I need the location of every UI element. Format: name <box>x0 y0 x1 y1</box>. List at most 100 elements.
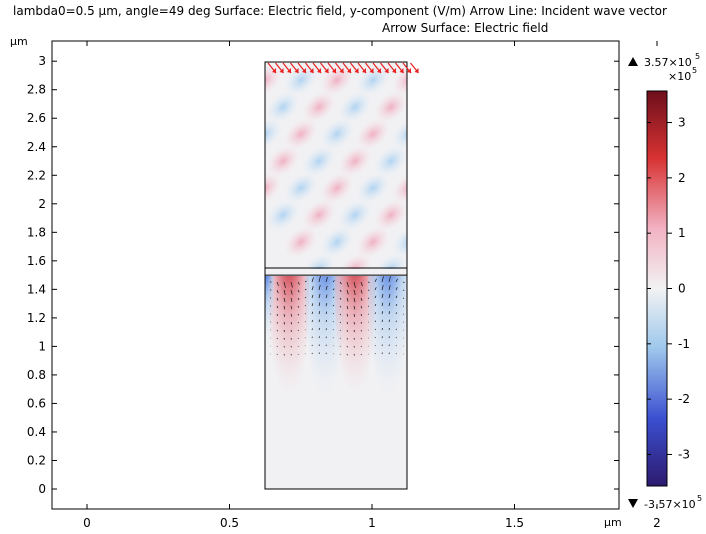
field-arrow <box>346 289 349 295</box>
field-blob-positive <box>440 85 486 129</box>
field-blob-positive <box>374 91 407 123</box>
field-arrow <box>318 319 320 323</box>
colorbar-tick-label: 3 <box>678 116 686 130</box>
field-arrow <box>395 320 397 323</box>
field-blob-negative <box>404 85 450 129</box>
field-blob-positive <box>404 139 450 183</box>
field-blob-positive <box>374 199 407 231</box>
field-arrow <box>332 296 335 299</box>
field-arrow <box>283 321 285 325</box>
colorbar-tick-label: 2 <box>678 171 686 185</box>
field-blob-positive <box>284 118 318 150</box>
incident-arrowhead-icon <box>369 68 374 73</box>
field-arrow <box>297 329 299 332</box>
field-blob-negative <box>338 199 372 231</box>
field-arrow <box>353 281 356 289</box>
field-arrow <box>388 327 390 331</box>
field-arrow <box>332 288 335 291</box>
field-arrow <box>311 320 313 323</box>
field-blob-positive <box>266 145 300 177</box>
field-lobe-negative <box>368 276 407 400</box>
field-arrow <box>381 311 384 315</box>
field-arrow <box>388 285 391 291</box>
field-arrow <box>283 329 285 333</box>
field-arrow <box>276 329 278 332</box>
field-arrow <box>339 297 342 300</box>
field-blob-negative <box>206 58 252 102</box>
field-arrow <box>311 286 314 291</box>
field-blob-positive <box>302 91 336 123</box>
field-arrow <box>353 297 356 303</box>
field-blob-negative <box>302 145 336 177</box>
field-arrow <box>360 329 362 332</box>
field-arrow <box>290 329 292 332</box>
field-blob-negative <box>458 220 504 264</box>
field-blob-negative <box>530 220 576 264</box>
field-arrow <box>388 293 391 299</box>
field-arrow <box>346 297 349 302</box>
field-blob-negative <box>422 58 468 102</box>
field-blob-positive <box>265 172 282 204</box>
field-arrow <box>395 278 398 283</box>
field-arrow <box>283 313 286 317</box>
field-arrow <box>290 297 293 302</box>
field-arrow <box>325 319 327 323</box>
field-arrow <box>318 276 321 283</box>
field-blob-positive <box>476 247 522 291</box>
field-arrow <box>283 289 286 295</box>
field-blob-negative <box>422 166 468 210</box>
field-arrow <box>276 305 279 309</box>
field-blob-negative <box>188 85 234 129</box>
field-arrow <box>290 321 292 325</box>
field-arrow <box>283 297 286 303</box>
max-marker-icon <box>628 57 638 66</box>
field-arrow <box>346 305 349 310</box>
y-tick-label: 0.8 <box>27 368 46 382</box>
y-tick-label: 2.8 <box>27 83 46 97</box>
field-arrow <box>402 281 405 283</box>
field-arrow <box>297 313 300 316</box>
field-arrow <box>395 328 397 331</box>
field-arrow <box>283 305 286 310</box>
field-arrow <box>297 289 300 293</box>
field-arrow <box>353 305 356 310</box>
colorbar-ticks: 3 2 1 0 -1 -2 -3 <box>647 116 690 461</box>
field-arrow <box>304 305 307 307</box>
field-blob-negative <box>265 118 282 150</box>
field-blob-positive <box>206 112 252 156</box>
field-arrow <box>325 303 328 307</box>
field-arrow <box>332 329 334 331</box>
field-arrow <box>325 328 327 331</box>
field-arrow <box>360 313 363 317</box>
field-arrow <box>332 321 334 323</box>
field-arrow <box>381 276 384 283</box>
field-arrow <box>339 321 341 324</box>
field-arrow <box>276 289 279 294</box>
field-arrow <box>374 312 377 315</box>
field-arrow <box>374 287 377 291</box>
incident-arrowhead-icon <box>294 68 299 73</box>
field-arrow <box>339 305 342 308</box>
y-tick-label: 1.8 <box>27 225 46 239</box>
field-blob-positive <box>356 226 390 258</box>
field-blob-negative <box>476 193 522 237</box>
field-blob-positive <box>392 172 407 204</box>
y-tick-label: 1.4 <box>27 282 46 296</box>
field-lobe-positive <box>269 276 309 400</box>
y-tick-label: 0.4 <box>27 425 46 439</box>
field-arrow <box>367 281 370 283</box>
incident-arrowhead-icon <box>384 68 389 73</box>
field-blob-negative <box>440 247 486 291</box>
field-blob-positive <box>440 193 486 237</box>
field-arrow <box>353 329 355 333</box>
field-arrow <box>388 311 391 315</box>
incident-arrowhead-icon <box>362 68 366 73</box>
field-arrow <box>381 302 384 307</box>
field-arrow <box>325 294 328 299</box>
field-arrow <box>332 312 334 315</box>
field-arrow <box>360 305 363 309</box>
field-blob-negative <box>494 166 540 210</box>
field-arrow <box>276 313 279 316</box>
field-arrow <box>388 302 391 307</box>
field-arrow <box>346 313 349 317</box>
